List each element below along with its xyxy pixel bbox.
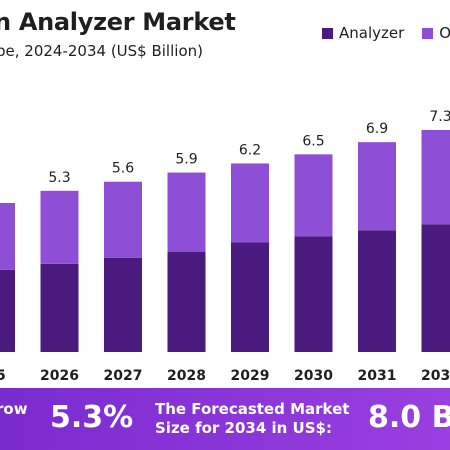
bar-other-2027	[104, 181, 142, 258]
bar-chart: 25 5.3 2026 5.6 2027 5.9 2028 6.2 2029 6.5 2030 6.9…	[0, 109, 450, 384]
value-label-2031: 6.9	[366, 121, 388, 137]
x-tick-2026: 2026	[40, 368, 79, 384]
bar-analyzer-2025	[0, 269, 15, 352]
cagr-value: 5.3%	[50, 400, 134, 435]
forecast-value: 8.0 B	[368, 400, 450, 435]
value-label-2026: 5.3	[48, 170, 70, 186]
legend: Analyzer O	[322, 24, 450, 42]
bar-analyzer-2028	[167, 251, 206, 352]
summary-banner: row 5.3% The Forecasted Market Size for …	[0, 388, 450, 450]
bar-analyzer-2026	[40, 263, 79, 352]
bar-other-2025	[0, 202, 15, 270]
legend-label-analyzer: Analyzer	[339, 24, 405, 42]
bar-analyzer-2032	[421, 224, 450, 352]
legend-label-other: O	[439, 24, 450, 42]
cagr-label: row	[0, 400, 28, 418]
x-tick-2030: 2030	[294, 368, 333, 384]
bar-analyzer-2030	[294, 236, 333, 352]
value-label-2028: 5.9	[175, 152, 197, 168]
bar-other-2029	[231, 163, 269, 243]
value-label-2029: 6.2	[239, 142, 261, 158]
x-tick-2031: 2031	[358, 368, 397, 384]
bar-analyzer-2027	[104, 257, 142, 352]
bar-other-2030	[294, 154, 333, 237]
x-tick-2025: 25	[0, 368, 6, 384]
legend-item-other: O	[422, 24, 450, 42]
legend-swatch-analyzer	[322, 27, 333, 39]
legend-swatch-other	[422, 27, 434, 39]
bar-analyzer-2029	[231, 242, 269, 352]
bar-other-2028	[167, 172, 206, 252]
value-label-2032: 7.3	[429, 109, 450, 125]
x-tick-2029: 2029	[231, 368, 270, 384]
bar-other-2026	[40, 190, 79, 264]
forecast-label: The Forecasted Market Size for 2034 in U…	[155, 400, 350, 437]
bar-other-2032	[421, 130, 450, 225]
value-label-2027: 5.6	[112, 161, 134, 177]
x-tick-2027: 2027	[104, 368, 143, 384]
bar-other-2031	[358, 142, 396, 231]
x-tick-2028: 2028	[167, 368, 206, 384]
chart-subtitle: be, 2024-2034 (US$ Billion)	[0, 42, 203, 60]
bar-analyzer-2031	[358, 230, 396, 352]
legend-item-analyzer: Analyzer	[322, 24, 404, 42]
chart-title: n Analyzer Market	[0, 8, 236, 36]
x-tick-2032: 2032	[421, 368, 450, 384]
value-label-2030: 6.5	[302, 133, 324, 149]
